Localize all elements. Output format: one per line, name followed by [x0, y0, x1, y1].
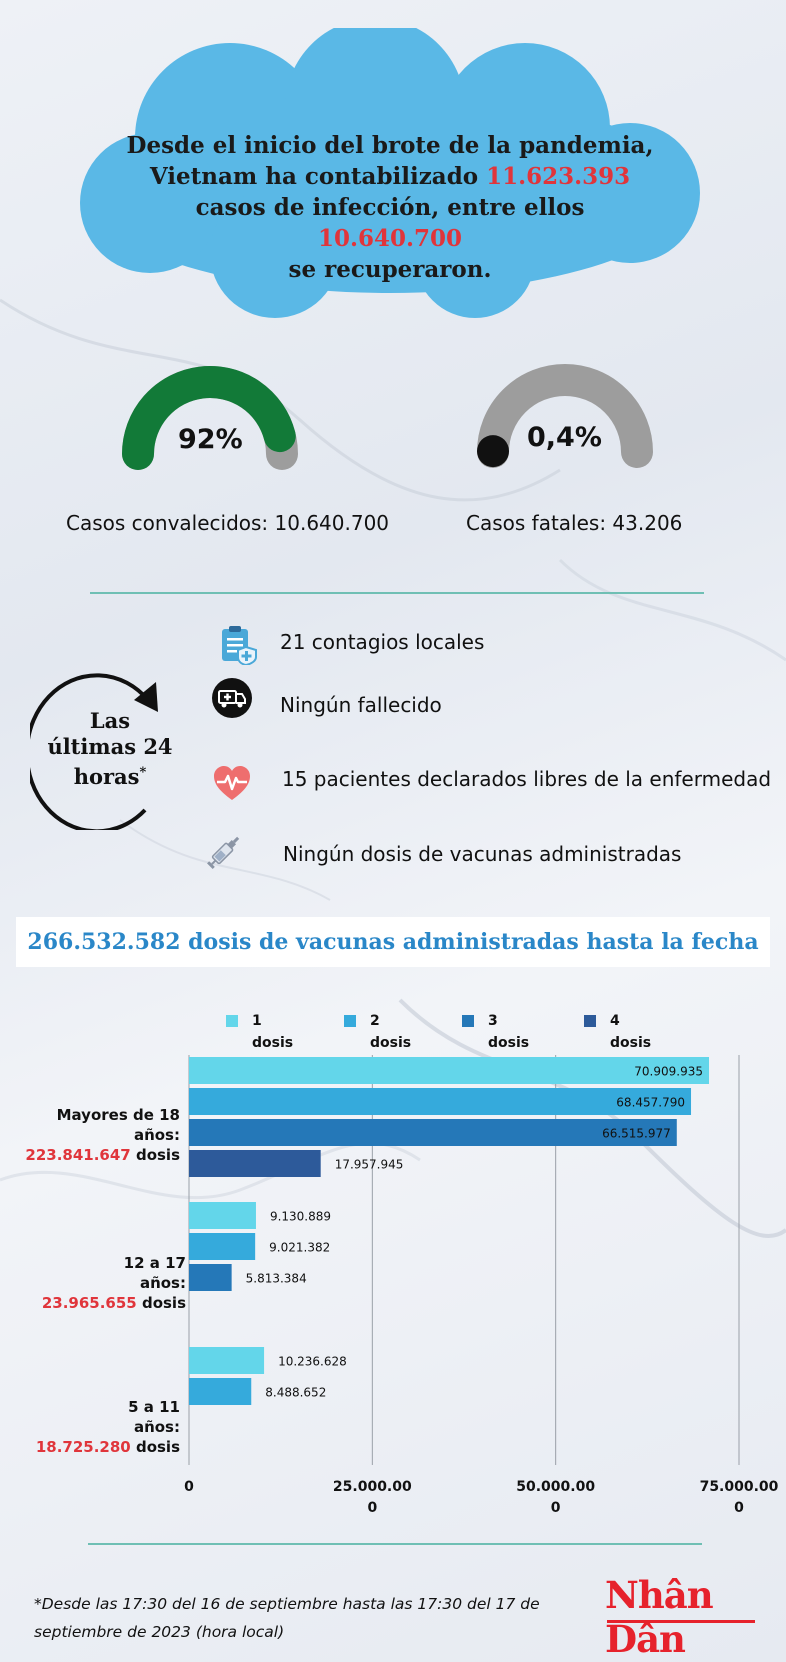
- infections-count: 11.623.393: [486, 163, 631, 190]
- legend-swatch: [226, 1015, 238, 1027]
- fatal-gauge: [477, 364, 653, 468]
- stat-vaccine-doses: Ningún dosis de vacunas administradas: [283, 842, 682, 866]
- divider-top: [90, 592, 704, 594]
- bar-value-label: 8.488.652: [265, 1386, 326, 1400]
- recovered-count: 10.640.700: [317, 225, 463, 252]
- bar-value-label: 5.813.384: [246, 1272, 307, 1286]
- bar-value-label: 17.957.945: [335, 1158, 404, 1172]
- x-tick-label: 25.000.00 0: [333, 1479, 412, 1516]
- legend-swatch: [462, 1015, 474, 1027]
- ambulance-icon: [212, 678, 252, 718]
- fatal-label: Casos fatales: 43.206: [466, 511, 683, 535]
- x-tick-label: 0: [184, 1479, 194, 1495]
- bar: [189, 1347, 265, 1374]
- bar: [189, 1202, 256, 1229]
- bar-value-label: 68.457.790: [616, 1096, 685, 1110]
- total-doses-banner: 266.532.582 dosis de vacunas administrad…: [16, 917, 770, 967]
- bar-value-label: 70.909.935: [634, 1065, 703, 1079]
- recovered-label: Casos convalecidos: 10.640.700: [66, 511, 390, 535]
- bar: [189, 1150, 321, 1177]
- cloud-shape: [80, 28, 700, 318]
- bar: [189, 1057, 710, 1084]
- x-tick-label: 75.000.00 0: [700, 1479, 779, 1516]
- bar-value-label: 10.236.628: [278, 1355, 347, 1369]
- legend-swatch: [584, 1015, 596, 1027]
- recovered-percent: 92%: [178, 424, 243, 455]
- syringe-icon: [207, 836, 240, 869]
- bar: [189, 1088, 692, 1115]
- clipboard-medical-icon: [222, 626, 257, 665]
- logo-underline: [607, 1620, 755, 1623]
- group-label-adults: Mayores de 18 años: 223.841.647 dosis: [25, 1106, 180, 1164]
- pandemic-summary-headline: Desde el inicio del brote de la pandemia…: [126, 132, 654, 283]
- x-tick-label: 50.000.00 0: [516, 1479, 595, 1516]
- bar: [189, 1119, 677, 1146]
- bar-value-label: 66.515.977: [602, 1127, 671, 1141]
- recovered-gauge: [122, 366, 298, 470]
- divider-bottom: [88, 1543, 702, 1545]
- bar-value-label: 9.130.889: [270, 1210, 331, 1224]
- cycle-arrow-icon: [30, 673, 158, 830]
- stat-recovered-patients: 15 pacientes declarados libres de la enf…: [282, 767, 772, 791]
- bar-value-label: 9.021.382: [269, 1241, 330, 1255]
- bar: [189, 1233, 256, 1260]
- legend-swatch: [344, 1015, 356, 1027]
- group-label-5-11: 5 a 11 años: 18.725.280 dosis: [35, 1398, 180, 1456]
- stat-deaths: Ningún fallecido: [280, 693, 442, 717]
- fatal-percent: 0,4%: [527, 422, 602, 453]
- nhan-dan-logo: Nhân Dân: [605, 1573, 714, 1661]
- bar: [189, 1378, 252, 1405]
- heart-pulse-icon: [214, 766, 250, 800]
- group-label-12-17: 12 a 17 años: 23.965.655 dosis: [41, 1254, 186, 1312]
- bar: [189, 1264, 232, 1291]
- stat-local-infections: 21 contagios locales: [280, 630, 485, 654]
- last-24-hours-title: Las últimas 24 horas*: [47, 708, 173, 789]
- footnote: *Desde las 17:30 del 16 de septiembre ha…: [34, 1595, 540, 1641]
